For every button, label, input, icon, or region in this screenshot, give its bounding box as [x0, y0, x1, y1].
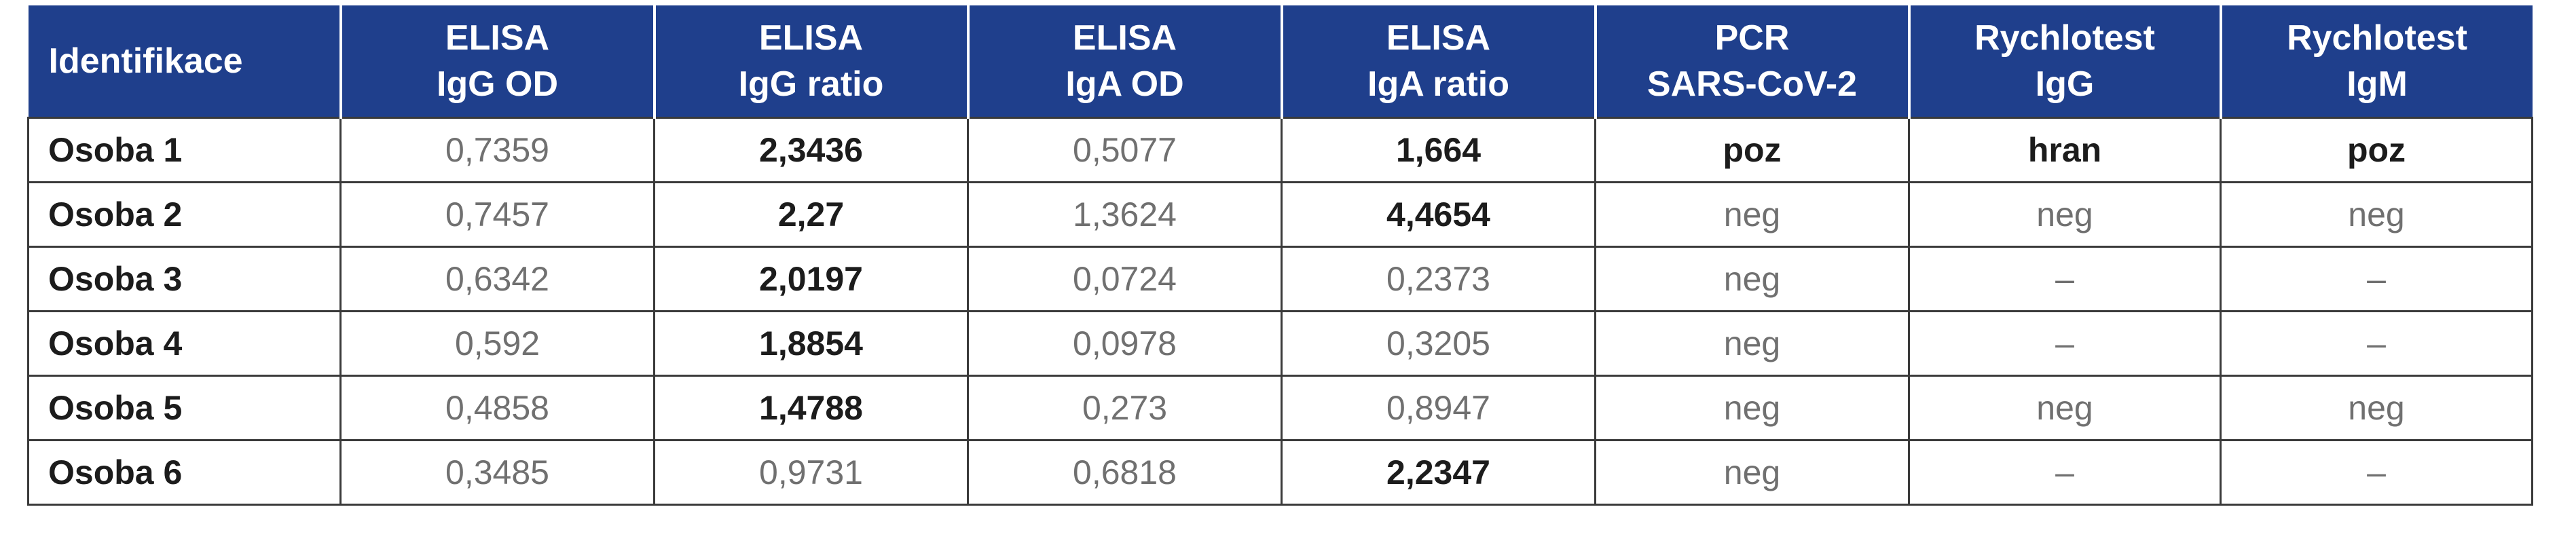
cell-identifikace: Osoba 1: [27, 117, 342, 183]
cell-elisa-iga-ratio: 0,8947: [1281, 375, 1596, 441]
cell-elisa-igg-od: 0,4858: [339, 375, 655, 441]
header-line: IgM: [2347, 64, 2408, 104]
cell-identifikace: Osoba 6: [27, 439, 342, 506]
cell-rychlotest-igg: –: [1908, 310, 2222, 377]
header-line: Rychlotest: [2287, 18, 2467, 58]
table-body: Osoba 1 0,7359 2,3436 0,5077 1,664 poz hran poz…: [27, 117, 2533, 506]
cell-pcr-sars-cov-2: neg: [1594, 310, 1910, 377]
cell-identifikace: Osoba 2: [27, 181, 342, 248]
cell-rychlotest-igg: neg: [1908, 181, 2222, 248]
cell-identifikace: Osoba 3: [27, 246, 342, 312]
table-header: Identifikace ELISA IgG OD ELISA IgG rati…: [28, 5, 2533, 118]
cell-elisa-igg-od: 0,7359: [339, 117, 655, 183]
header-elisa-igg-ratio: ELISA IgG ratio: [652, 5, 968, 118]
header-pcr-sars-cov-2: PCR SARS-CoV-2: [1594, 5, 1909, 118]
table-row: Osoba 1 0,7359 2,3436 0,5077 1,664 poz hran poz: [27, 117, 2533, 183]
header-line: SARS-CoV-2: [1646, 64, 1858, 104]
table-row: Osoba 4 0,592 1,8854 0,0978 0,3205 neg – –: [27, 310, 2533, 377]
cell-elisa-iga-od: 0,5077: [967, 117, 1283, 183]
cell-identifikace: Osoba 4: [27, 310, 342, 377]
header-row: Identifikace ELISA IgG OD ELISA IgG rati…: [28, 5, 2533, 118]
cell-pcr-sars-cov-2: neg: [1594, 246, 1910, 312]
cell-elisa-igg-ratio: 2,27: [653, 181, 969, 248]
header-identifikace: Identifikace: [28, 5, 341, 118]
cell-pcr-sars-cov-2: neg: [1594, 439, 1910, 506]
cell-elisa-iga-ratio: 4,4654: [1281, 181, 1596, 248]
header-line: Rychlotest: [1974, 18, 2155, 58]
cell-elisa-igg-ratio: 1,4788: [653, 375, 969, 441]
cell-elisa-iga-od: 0,0724: [967, 246, 1283, 312]
cell-rychlotest-igg: hran: [1908, 117, 2222, 183]
header-elisa-iga-ratio: ELISA IgA ratio: [1280, 5, 1596, 118]
table-row: Osoba 5 0,4858 1,4788 0,273 0,8947 neg neg neg: [27, 375, 2533, 441]
header-line: ELISA: [1386, 18, 1491, 58]
cell-pcr-sars-cov-2: neg: [1594, 181, 1910, 248]
table-row: Osoba 3 0,6342 2,0197 0,0724 0,2373 neg – –: [27, 246, 2533, 312]
table-row: Osoba 2 0,7457 2,27 1,3624 4,4654 neg neg neg: [27, 181, 2533, 248]
header-line: PCR: [1714, 18, 1790, 58]
cell-elisa-igg-ratio: 1,8854: [653, 310, 969, 377]
header-line: Identifikace: [48, 41, 243, 81]
cell-elisa-igg-od: 0,7457: [339, 181, 655, 248]
table-row: Osoba 6 0,3485 0,9731 0,6818 2,2347 neg – –: [27, 439, 2533, 506]
cell-rychlotest-igg: –: [1908, 246, 2222, 312]
cell-elisa-igg-od: 0,6342: [339, 246, 655, 312]
header-rychlotest-igm: Rychlotest IgM: [2219, 5, 2533, 118]
cell-elisa-iga-ratio: 2,2347: [1281, 439, 1596, 506]
cell-elisa-iga-ratio: 0,2373: [1281, 246, 1596, 312]
cell-rychlotest-igg: neg: [1908, 375, 2222, 441]
cell-elisa-igg-ratio: 0,9731: [653, 439, 969, 506]
header-line: ELISA: [758, 18, 864, 58]
results-table: Identifikace ELISA IgG OD ELISA IgG rati…: [27, 5, 2533, 506]
cell-elisa-igg-od: 0,592: [339, 310, 655, 377]
cell-elisa-iga-od: 1,3624: [967, 181, 1283, 248]
cell-pcr-sars-cov-2: poz: [1594, 117, 1910, 183]
results-table-container: Identifikace ELISA IgG OD ELISA IgG rati…: [27, 5, 2533, 506]
cell-elisa-igg-ratio: 2,3436: [653, 117, 969, 183]
cell-identifikace: Osoba 5: [27, 375, 342, 441]
cell-pcr-sars-cov-2: neg: [1594, 375, 1910, 441]
cell-elisa-iga-ratio: 1,664: [1281, 117, 1596, 183]
header-line: IgA ratio: [1367, 64, 1509, 104]
header-line: IgG OD: [436, 64, 559, 104]
header-line: IgA OD: [1065, 64, 1184, 104]
cell-elisa-igg-ratio: 2,0197: [653, 246, 969, 312]
cell-elisa-iga-od: 0,273: [967, 375, 1283, 441]
header-line: ELISA: [1072, 18, 1177, 58]
header-elisa-igg-od: ELISA IgG OD: [339, 5, 655, 118]
cell-rychlotest-igm: neg: [2220, 181, 2533, 248]
cell-elisa-igg-od: 0,3485: [339, 439, 655, 506]
header-elisa-iga-od: ELISA IgA OD: [966, 5, 1282, 118]
cell-elisa-iga-od: 0,0978: [967, 310, 1283, 377]
header-line: IgG ratio: [738, 64, 884, 104]
header-line: ELISA: [445, 18, 550, 58]
cell-rychlotest-igm: –: [2220, 246, 2533, 312]
cell-rychlotest-igg: –: [1908, 439, 2222, 506]
header-line: IgG: [2035, 64, 2095, 104]
cell-rychlotest-igm: poz: [2220, 117, 2533, 183]
cell-rychlotest-igm: neg: [2220, 375, 2533, 441]
cell-elisa-iga-ratio: 0,3205: [1281, 310, 1596, 377]
cell-rychlotest-igm: –: [2220, 439, 2533, 506]
header-rychlotest-igg: Rychlotest IgG: [1907, 5, 2221, 118]
cell-rychlotest-igm: –: [2220, 310, 2533, 377]
cell-elisa-iga-od: 0,6818: [967, 439, 1283, 506]
